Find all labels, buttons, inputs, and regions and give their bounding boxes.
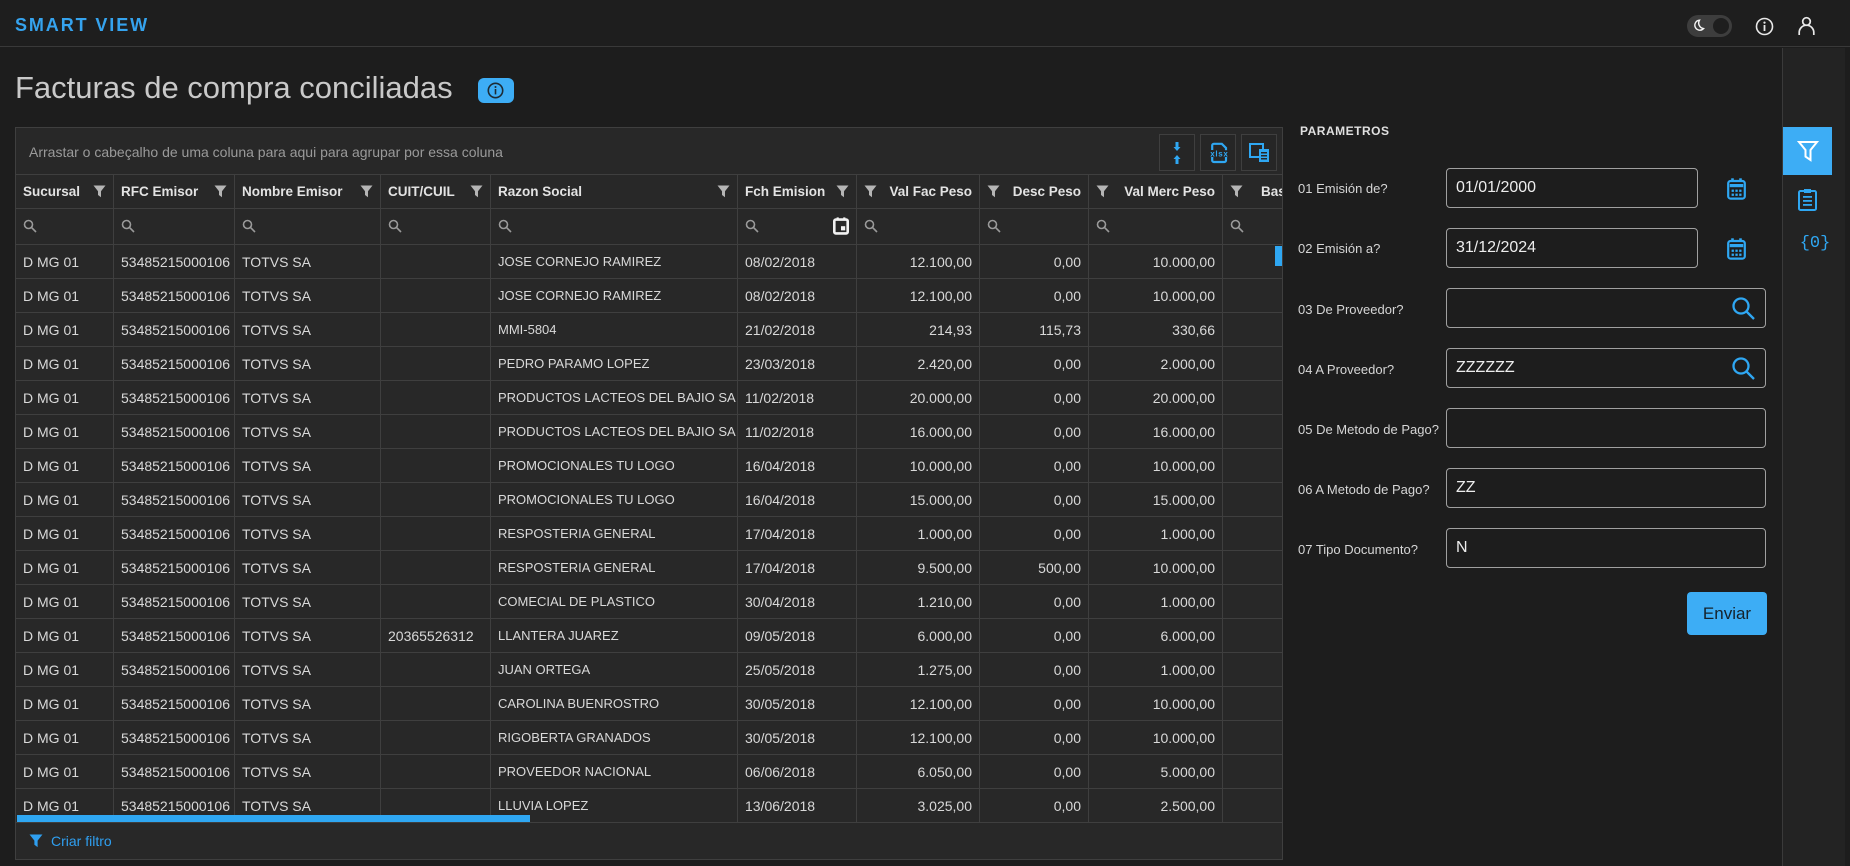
svg-text:xlsx: xlsx — [1210, 150, 1228, 159]
